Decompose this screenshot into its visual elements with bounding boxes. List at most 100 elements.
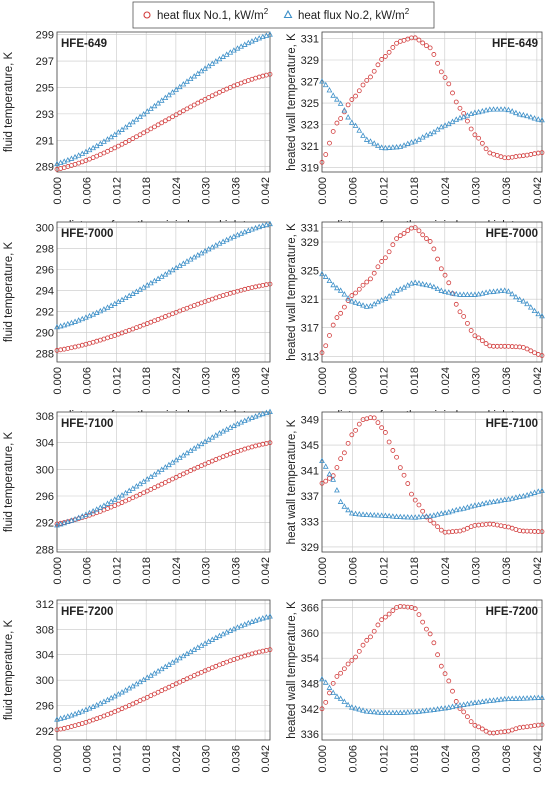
series-2 — [54, 408, 273, 528]
data-point-circle — [177, 110, 183, 116]
data-point-triangle — [75, 514, 82, 520]
data-point-circle — [397, 465, 403, 471]
data-point-triangle — [513, 109, 519, 116]
data-point-triangle — [430, 283, 437, 290]
data-point-triangle — [241, 621, 248, 627]
data-point-triangle — [367, 302, 374, 309]
data-point-triangle — [449, 290, 456, 296]
series-2 — [54, 613, 273, 722]
data-point-circle — [112, 145, 118, 151]
y-tick-label: 345 — [301, 440, 319, 452]
x-tick-label: 0.000 — [317, 367, 329, 395]
data-point-triangle — [267, 220, 273, 227]
data-point-triangle — [423, 132, 430, 138]
data-point-triangle — [535, 694, 542, 700]
data-point-circle — [144, 128, 150, 134]
data-point-triangle — [259, 222, 266, 229]
data-point-circle — [338, 310, 344, 316]
data-point-circle — [202, 96, 208, 102]
data-point-triangle — [54, 323, 60, 330]
data-point-circle — [442, 272, 448, 278]
x-tick-label: 0.036 — [230, 557, 242, 585]
y-tick-label: 288 — [36, 349, 54, 361]
data-point-triangle — [241, 228, 248, 235]
data-point-triangle — [475, 699, 482, 705]
data-point-triangle — [404, 282, 411, 288]
data-point-triangle — [360, 302, 366, 308]
series-2 — [54, 220, 273, 330]
x-tick-label: 0.018 — [409, 177, 421, 205]
data-point-circle — [334, 465, 340, 470]
data-point-triangle — [442, 509, 448, 516]
data-point-triangle — [54, 521, 60, 528]
series-1 — [54, 647, 273, 733]
data-point-triangle — [263, 32, 270, 38]
data-point-triangle — [531, 489, 538, 495]
data-point-triangle — [198, 67, 205, 74]
data-point-circle — [353, 290, 358, 296]
y-tick-label: 291 — [36, 135, 54, 147]
data-point-triangle — [494, 106, 501, 112]
x-tick-label: 0.000 — [52, 557, 64, 585]
data-point-triangle — [256, 616, 263, 622]
series-2 — [54, 31, 273, 167]
data-point-circle — [364, 279, 370, 285]
data-point-triangle — [479, 698, 486, 704]
data-point-triangle — [238, 230, 244, 236]
data-point-circle — [375, 264, 381, 270]
series-2 — [319, 675, 545, 716]
y-tick-label: 298 — [36, 243, 54, 255]
data-point-triangle — [202, 65, 208, 71]
data-point-circle — [148, 126, 154, 132]
data-point-circle — [435, 524, 440, 530]
data-point-triangle — [93, 701, 100, 708]
data-point-circle — [427, 631, 433, 637]
y-tick-label: 321 — [301, 294, 319, 306]
data-point-triangle — [352, 122, 359, 128]
data-point-triangle — [408, 514, 415, 520]
data-point-triangle — [252, 617, 259, 623]
fluid-name-label: HFE-7000 — [61, 228, 113, 240]
panel-b: 0.000 0.006 0.012 0.018 0.024 0.030 0.036 0.042… — [286, 31, 545, 248]
data-point-triangle — [423, 513, 430, 519]
data-point-triangle — [472, 699, 478, 705]
data-point-triangle — [126, 121, 133, 127]
data-point-triangle — [524, 491, 530, 498]
data-point-circle — [267, 440, 273, 446]
legend-series-1-text: heat flux No.1, kW/m2 — [157, 7, 269, 22]
series-1 — [319, 415, 545, 535]
x-tick-label: 0.024 — [171, 367, 183, 395]
data-point-triangle — [326, 87, 333, 93]
data-point-triangle — [72, 516, 78, 522]
data-point-triangle — [75, 317, 82, 323]
data-point-triangle — [348, 510, 355, 516]
data-point-circle — [360, 282, 366, 288]
data-point-circle — [465, 525, 470, 531]
x-tick-label: 0.006 — [82, 557, 94, 585]
y-tick-label: 337 — [301, 491, 319, 503]
data-point-triangle — [173, 86, 180, 92]
data-point-circle — [453, 301, 459, 307]
fluid-name-label: HFE-7200 — [61, 606, 113, 618]
plot-frame — [321, 411, 543, 553]
data-point-triangle — [423, 707, 430, 713]
data-point-circle — [371, 415, 377, 421]
data-point-circle — [334, 120, 340, 126]
data-point-triangle — [97, 307, 104, 314]
data-point-circle — [465, 118, 470, 124]
y-tick-label: 297 — [36, 56, 54, 68]
data-point-circle — [532, 350, 537, 356]
fluid-name-label: HFE-649 — [61, 38, 107, 50]
data-point-circle — [465, 320, 470, 326]
data-point-circle — [323, 343, 329, 349]
data-point-triangle — [442, 705, 448, 711]
data-point-triangle — [68, 319, 75, 326]
data-point-triangle — [498, 497, 504, 503]
data-point-circle — [338, 670, 344, 676]
data-point-triangle — [382, 512, 389, 518]
data-point-circle — [327, 140, 332, 146]
x-tick-label: 0.012 — [378, 177, 390, 205]
data-point-triangle — [457, 506, 463, 512]
data-point-triangle — [460, 701, 467, 707]
data-point-triangle — [397, 143, 404, 149]
